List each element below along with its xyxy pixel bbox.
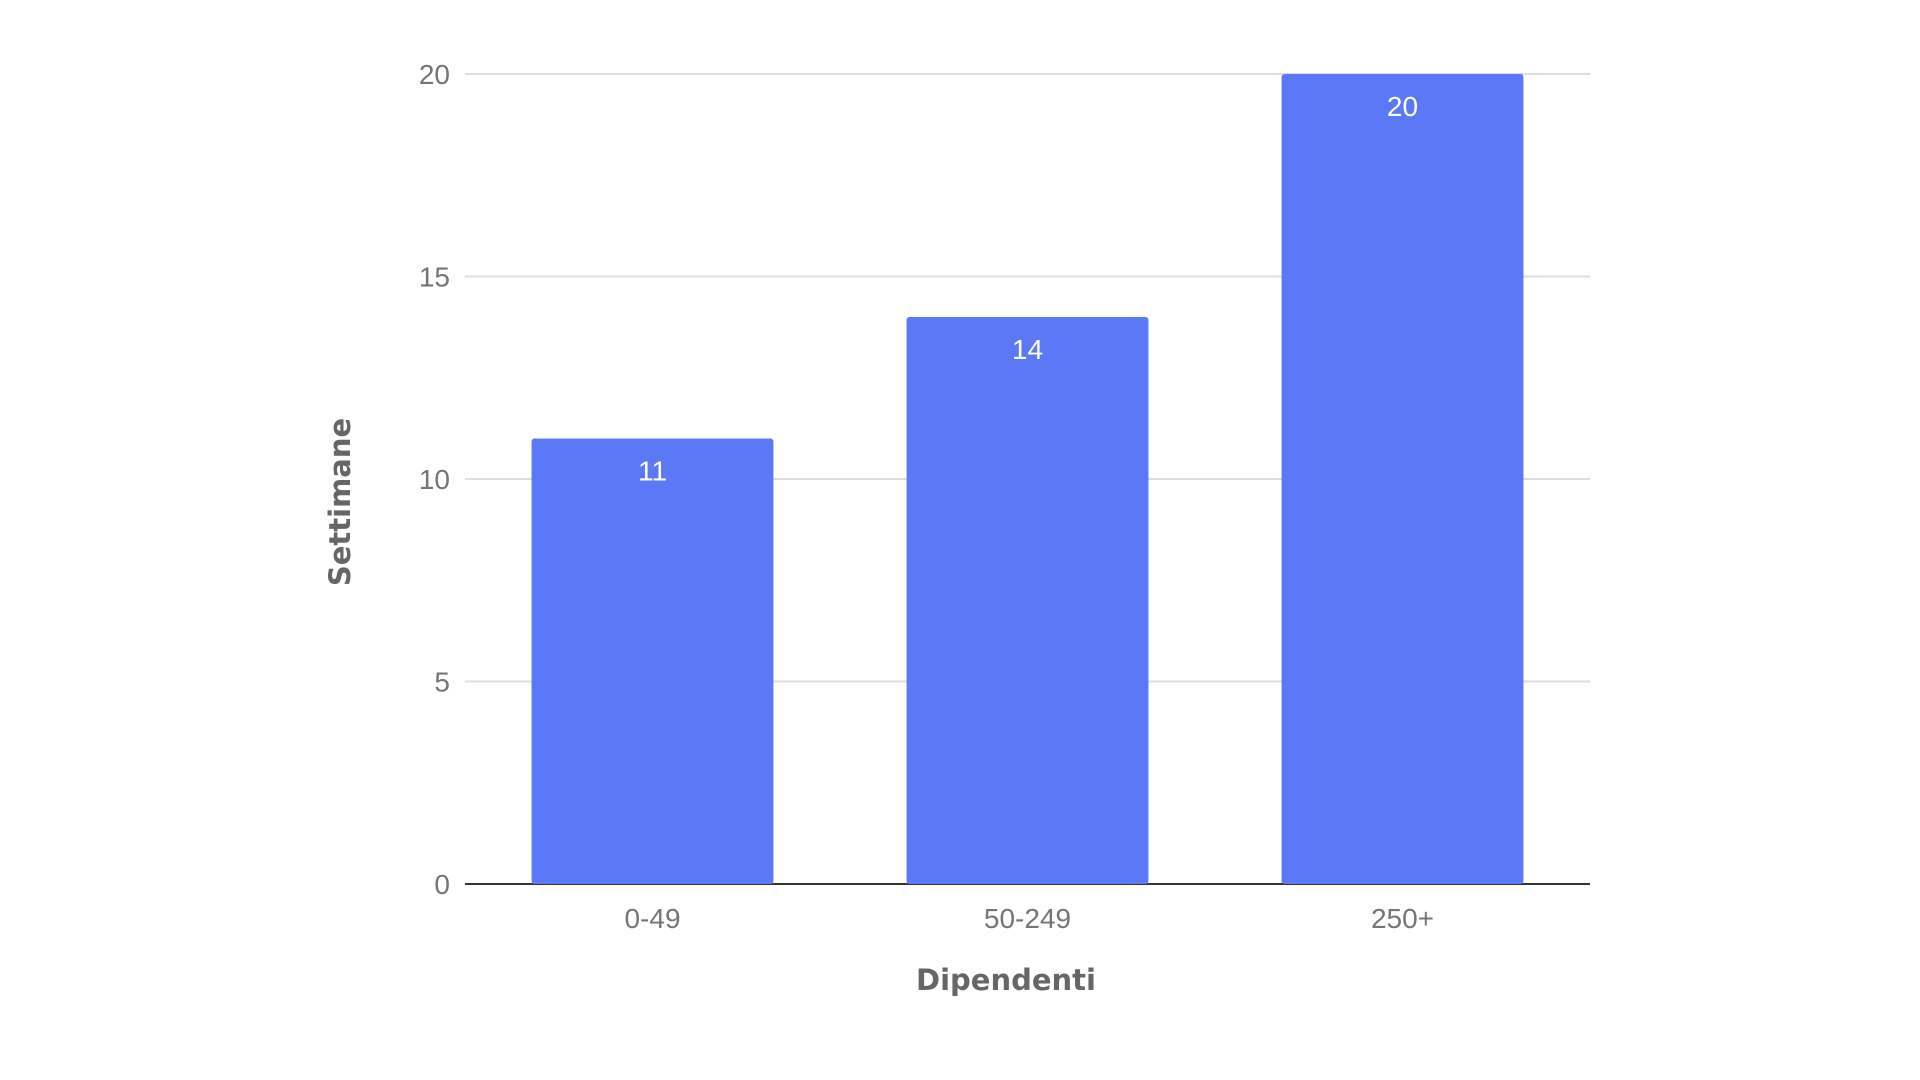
y-tick-label: 15 — [419, 262, 450, 293]
data-label: 20 — [1387, 91, 1418, 122]
y-tick-label: 0 — [434, 869, 450, 900]
y-axis-title: Settimane — [323, 418, 357, 586]
data-label: 14 — [1012, 334, 1043, 365]
x-axis-title: Dipendenti — [916, 963, 1096, 997]
bar-250+ — [1281, 74, 1524, 884]
y-tick-label: 5 — [434, 667, 450, 698]
y-tick-label: 10 — [419, 464, 450, 495]
x-tick-label: 0-49 — [624, 903, 680, 934]
bar-50-249 — [906, 317, 1149, 884]
x-tick-label: 50-249 — [984, 903, 1071, 934]
x-tick-label: 250+ — [1371, 903, 1434, 934]
data-label: 11 — [638, 456, 667, 487]
bar-0-49 — [531, 438, 774, 884]
y-tick-label: 20 — [419, 59, 450, 90]
